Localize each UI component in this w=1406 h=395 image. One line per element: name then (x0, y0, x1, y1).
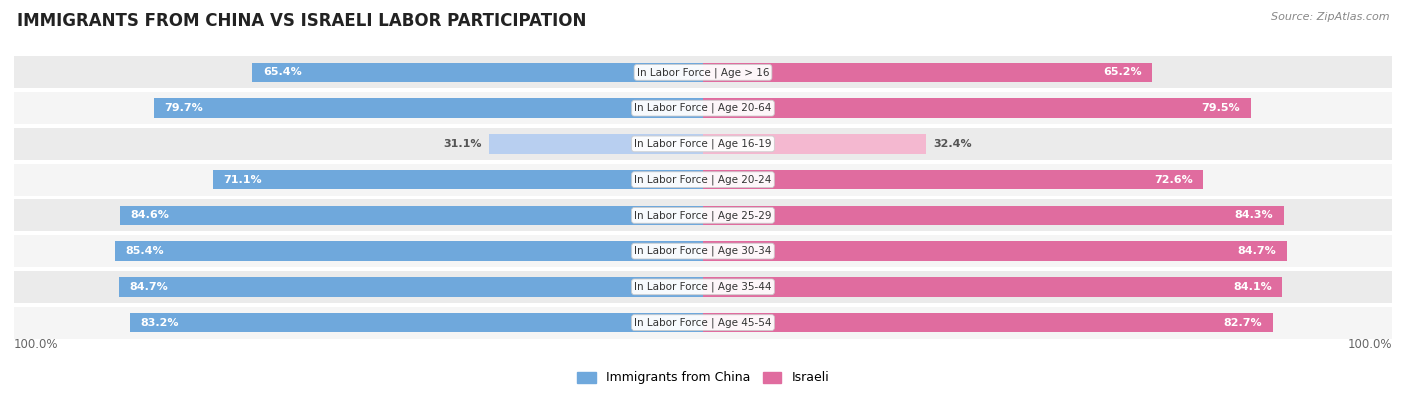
Bar (703, 205, 1284, 225)
Legend: Immigrants from China, Israeli: Immigrants from China, Israeli (572, 367, 834, 389)
Text: 100.0%: 100.0% (1347, 337, 1392, 350)
Text: 84.7%: 84.7% (129, 282, 169, 292)
Text: In Labor Force | Age 35-44: In Labor Force | Age 35-44 (634, 282, 772, 292)
Text: In Labor Force | Age > 16: In Labor Force | Age > 16 (637, 67, 769, 78)
Text: In Labor Force | Age 20-24: In Labor Force | Age 20-24 (634, 174, 772, 185)
Bar (120, 277, 703, 297)
Text: 84.3%: 84.3% (1234, 211, 1274, 220)
Text: 79.7%: 79.7% (165, 103, 202, 113)
Bar (14, 164, 1392, 196)
Text: 83.2%: 83.2% (141, 318, 179, 327)
Bar (115, 241, 703, 261)
Bar (120, 205, 703, 225)
Bar (489, 134, 703, 154)
Bar (253, 62, 703, 82)
Bar (703, 313, 1272, 333)
Bar (214, 170, 703, 190)
Text: 31.1%: 31.1% (443, 139, 482, 149)
Text: 65.2%: 65.2% (1104, 68, 1142, 77)
Bar (703, 241, 1286, 261)
Bar (14, 56, 1392, 88)
Text: 100.0%: 100.0% (14, 337, 59, 350)
Text: Source: ZipAtlas.com: Source: ZipAtlas.com (1271, 12, 1389, 22)
Text: IMMIGRANTS FROM CHINA VS ISRAELI LABOR PARTICIPATION: IMMIGRANTS FROM CHINA VS ISRAELI LABOR P… (17, 12, 586, 30)
Text: 72.6%: 72.6% (1154, 175, 1192, 184)
Text: In Labor Force | Age 16-19: In Labor Force | Age 16-19 (634, 139, 772, 149)
Bar (153, 98, 703, 118)
Bar (14, 92, 1392, 124)
Bar (14, 128, 1392, 160)
Bar (14, 271, 1392, 303)
Text: In Labor Force | Age 20-64: In Labor Force | Age 20-64 (634, 103, 772, 113)
Text: 79.5%: 79.5% (1202, 103, 1240, 113)
Text: In Labor Force | Age 45-54: In Labor Force | Age 45-54 (634, 317, 772, 328)
Text: 84.1%: 84.1% (1233, 282, 1272, 292)
Text: In Labor Force | Age 25-29: In Labor Force | Age 25-29 (634, 210, 772, 221)
Text: In Labor Force | Age 30-34: In Labor Force | Age 30-34 (634, 246, 772, 256)
Bar (703, 277, 1282, 297)
Bar (703, 170, 1204, 190)
Text: 82.7%: 82.7% (1223, 318, 1263, 327)
Bar (703, 62, 1152, 82)
Bar (129, 313, 703, 333)
Bar (14, 307, 1392, 339)
Text: 84.6%: 84.6% (131, 211, 169, 220)
Text: 85.4%: 85.4% (125, 246, 163, 256)
Text: 71.1%: 71.1% (224, 175, 262, 184)
Bar (14, 199, 1392, 231)
Bar (14, 235, 1392, 267)
Text: 84.7%: 84.7% (1237, 246, 1277, 256)
Text: 65.4%: 65.4% (263, 68, 301, 77)
Bar (703, 98, 1251, 118)
Text: 32.4%: 32.4% (934, 139, 972, 149)
Bar (703, 134, 927, 154)
